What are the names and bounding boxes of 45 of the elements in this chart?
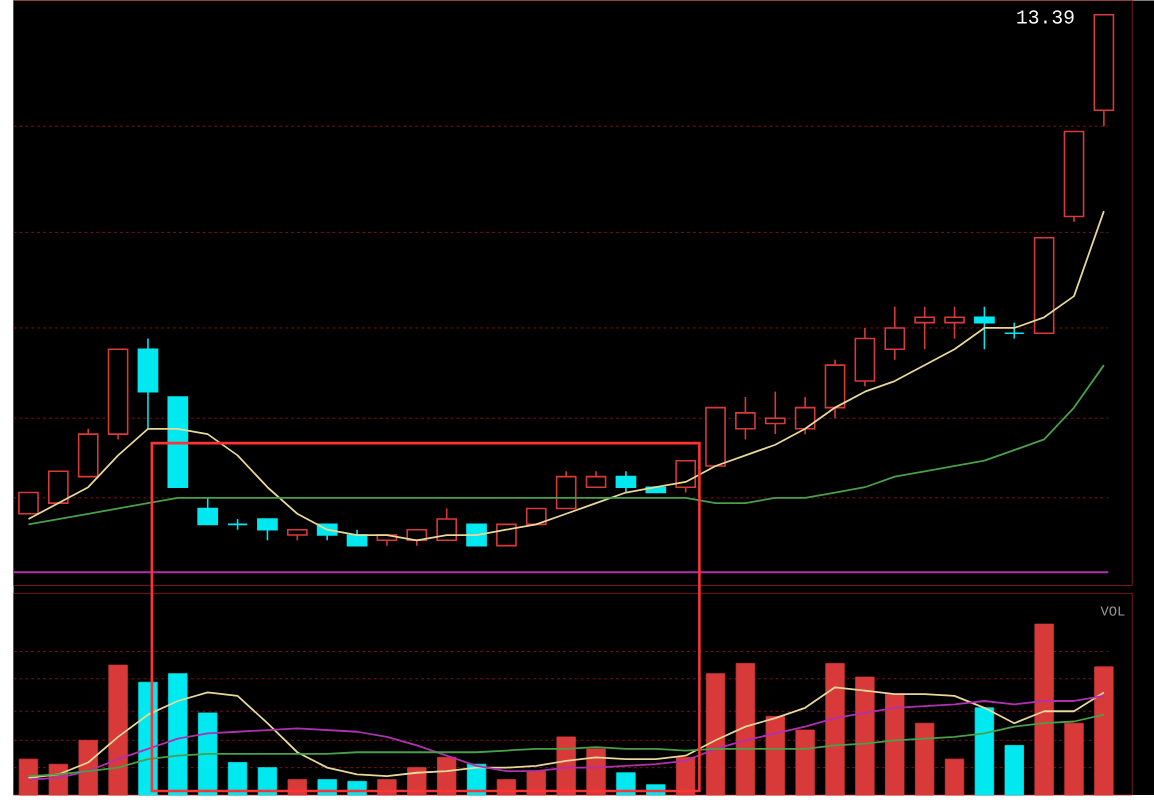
- bar: [855, 676, 875, 796]
- candlestick: [824, 359, 846, 420]
- candlestick: [47, 470, 69, 505]
- candlestick: [974, 306, 995, 351]
- candlestick: [257, 518, 278, 542]
- candlestick: [1003, 322, 1025, 340]
- candlestick: [735, 396, 756, 441]
- bar: [108, 664, 128, 796]
- bar: [1064, 723, 1084, 796]
- candlestick: [436, 507, 458, 542]
- bar: [735, 663, 756, 796]
- candlestick: [914, 306, 935, 351]
- candlestick: [18, 491, 39, 515]
- candlestick: [555, 470, 577, 510]
- bar: [616, 772, 636, 796]
- bar: [974, 707, 995, 796]
- candlestick: [615, 470, 637, 494]
- candlestick: [675, 460, 697, 494]
- bar: [1094, 666, 1114, 796]
- bar: [78, 740, 98, 796]
- bar: [705, 673, 726, 796]
- bar: [944, 758, 965, 796]
- bar: [586, 748, 606, 796]
- bar: [676, 757, 696, 796]
- bar: [227, 762, 248, 796]
- candlestick: [77, 428, 99, 478]
- bar: [1034, 623, 1054, 796]
- bar: [795, 729, 815, 796]
- candlestick: [764, 391, 786, 436]
- bar: [765, 716, 785, 796]
- bar: [257, 767, 278, 796]
- candlestick: [197, 497, 219, 526]
- candlestick: [794, 396, 816, 436]
- bar: [885, 693, 905, 796]
- bar: [914, 723, 935, 796]
- bar: [18, 758, 39, 796]
- candlestick: [884, 306, 906, 361]
- bar: [198, 712, 218, 796]
- annotation: 13.39: [1017, 10, 1074, 24]
- bar: [825, 663, 845, 796]
- candlestick: [137, 338, 159, 430]
- bar: [1004, 745, 1024, 796]
- bar: [168, 673, 188, 796]
- candlestick: [854, 327, 876, 388]
- candlestick: [944, 306, 965, 340]
